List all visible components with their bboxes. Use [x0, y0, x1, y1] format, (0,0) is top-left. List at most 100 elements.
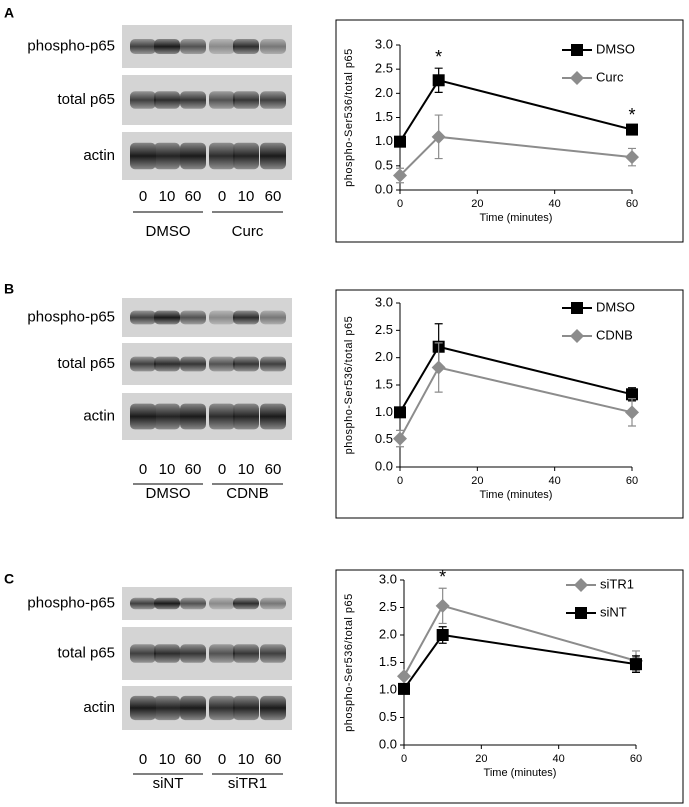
lane-label: 0 [139, 461, 147, 478]
y-tick-label: 0.0 [375, 181, 393, 196]
band [180, 403, 206, 430]
x-tick-label: 0 [397, 198, 403, 210]
band [154, 644, 180, 663]
band [260, 38, 286, 55]
blot-row-label: total p65 [57, 644, 115, 661]
band [154, 695, 180, 721]
band [180, 695, 206, 721]
lane-label: 60 [185, 188, 202, 205]
panel-label: B [4, 281, 14, 297]
x-tick-label: 20 [471, 475, 483, 487]
marker [574, 578, 588, 592]
legend-label: Curc [596, 69, 624, 84]
marker [394, 135, 406, 148]
band [260, 597, 286, 610]
legend-label: DMSO [596, 41, 635, 56]
blot-row-label: phospho-p65 [27, 308, 115, 325]
marker [398, 682, 410, 695]
band [209, 644, 235, 663]
lane-label: 10 [238, 751, 255, 768]
lane-label: 60 [185, 751, 202, 768]
y-tick-label: 0.5 [375, 157, 393, 172]
band [233, 695, 259, 721]
blot-row-label: actin [83, 407, 115, 424]
band [180, 356, 206, 372]
y-tick-label: 2.0 [375, 349, 393, 364]
band [180, 310, 206, 325]
band [130, 356, 156, 372]
y-tick-label: 0.0 [375, 458, 393, 473]
band [209, 356, 235, 372]
marker [393, 168, 407, 183]
lane-label: 10 [238, 188, 255, 205]
blot-row-label: total p65 [57, 355, 115, 372]
chart-frame [335, 19, 684, 243]
marker [393, 431, 407, 446]
band [233, 597, 259, 610]
band [154, 142, 180, 170]
marker [435, 598, 450, 613]
group-label: siNT [153, 775, 184, 792]
marker [626, 123, 638, 136]
band [233, 38, 259, 55]
group-label: Curc [232, 223, 264, 240]
band [209, 142, 235, 170]
lane-label: 60 [265, 751, 282, 768]
chart-frame [335, 289, 684, 519]
blot-row-label: phospho-p65 [27, 594, 115, 611]
series-line [399, 366, 633, 440]
series-line [399, 135, 633, 177]
y-axis-title: phospho-Ser536/total p65 [343, 316, 355, 455]
band [130, 644, 156, 663]
y-tick-label: 3.0 [375, 294, 393, 309]
blot-row-label: actin [83, 147, 115, 164]
band [130, 310, 156, 325]
marker [625, 150, 639, 165]
lane-label: 0 [218, 751, 226, 768]
marker [625, 405, 639, 420]
y-tick-label: 1.0 [379, 681, 397, 696]
x-tick-label: 40 [549, 475, 561, 487]
band [233, 91, 259, 109]
band [180, 38, 206, 55]
marker [626, 388, 638, 401]
band [130, 403, 156, 430]
x-axis-title: Time (minutes) [480, 212, 553, 224]
group-label: DMSO [146, 485, 191, 502]
lane-label: 0 [218, 461, 226, 478]
band [233, 310, 259, 325]
band [233, 356, 259, 372]
y-tick-label: 1.0 [375, 404, 393, 419]
band [154, 38, 180, 55]
y-tick-label: 0.0 [379, 736, 397, 751]
band [233, 403, 259, 430]
blot-row-label: phospho-p65 [27, 37, 115, 54]
legend-label: siTR1 [600, 576, 634, 591]
group-label: DMSO [146, 223, 191, 240]
lane-label: 10 [159, 188, 176, 205]
marker [432, 74, 445, 87]
x-tick-label: 40 [553, 753, 565, 765]
band [130, 695, 156, 721]
y-tick-label: 0.5 [375, 431, 393, 446]
lane-label: 60 [185, 461, 202, 478]
band [260, 695, 286, 721]
panel-label: A [4, 5, 14, 21]
x-tick-label: 20 [471, 198, 483, 210]
lane-label: 0 [139, 751, 147, 768]
y-tick-label: 2.5 [375, 322, 393, 337]
band [154, 597, 180, 610]
chart-frame [335, 569, 684, 804]
panel-label: C [4, 571, 14, 587]
lane-label: 60 [265, 461, 282, 478]
x-tick-label: 0 [397, 475, 403, 487]
x-axis-title: Time (minutes) [480, 489, 553, 501]
blot-row-label: total p65 [57, 91, 115, 108]
marker [630, 658, 642, 671]
band [260, 644, 286, 663]
y-axis-title: phospho-Ser536/total p65 [343, 48, 355, 187]
band [130, 597, 156, 610]
marker [570, 329, 584, 343]
x-tick-label: 60 [626, 475, 638, 487]
